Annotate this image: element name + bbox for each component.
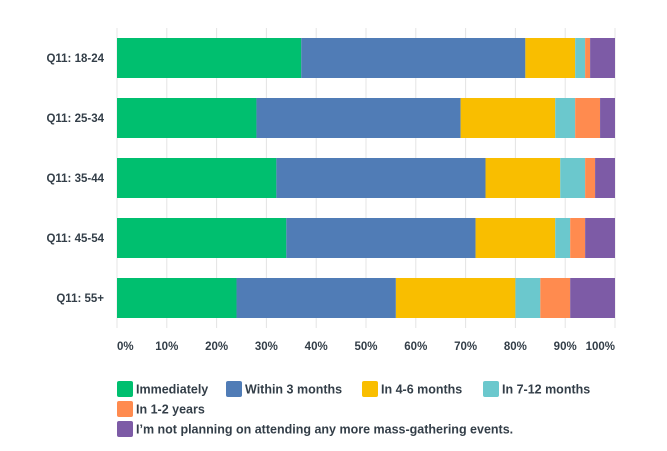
legend-swatch	[226, 381, 242, 397]
tick-label: 50%	[354, 341, 377, 353]
legend-swatch	[117, 421, 133, 437]
bar-segment	[117, 218, 287, 258]
bar-segment	[460, 98, 556, 138]
legend-label: Within 3 months	[245, 383, 342, 397]
tick-label: 60%	[404, 341, 427, 353]
legend-swatch	[483, 381, 499, 397]
bar-segment	[570, 278, 615, 318]
category-label: Q11: 55+	[56, 293, 104, 305]
legend-swatch	[362, 381, 378, 397]
bar-segment	[301, 38, 526, 78]
bar-segment	[585, 38, 591, 78]
category-label: Q11: 45-54	[46, 233, 104, 245]
category-label: Q11: 25-34	[46, 113, 104, 125]
bar-segment	[585, 218, 615, 258]
bar-segment	[117, 278, 237, 318]
legend-label: In 1-2 years	[136, 403, 205, 417]
category-labels: Q11: 18-24 Q11: 25-34 Q11: 35-44 Q11: 45-54…	[46, 53, 104, 305]
bar-segment	[236, 278, 396, 318]
bar-segment	[286, 218, 476, 258]
bar-segment	[575, 98, 601, 138]
x-axis-ticks: 0% 10% 20% 30% 40% 50% 60% 70% 80% 90% 100%	[117, 341, 615, 353]
bar-segment	[117, 158, 277, 198]
bar-segment	[117, 98, 257, 138]
bar-segment	[555, 218, 571, 258]
bar-segment	[117, 38, 302, 78]
legend-label: I’m not planning on attending any more m…	[136, 423, 513, 437]
tick-label: 70%	[454, 341, 477, 353]
bar-segment	[276, 158, 486, 198]
legend-label: Immediately	[136, 383, 208, 397]
tick-label: 40%	[305, 341, 328, 353]
bar-segment	[515, 278, 541, 318]
bar-segment	[540, 278, 571, 318]
bar-segment	[525, 38, 576, 78]
bar-segment	[395, 278, 516, 318]
bar-segment	[575, 38, 586, 78]
legend: Immediately Within 3 months In 4-6 months I…	[117, 381, 590, 437]
category-label: Q11: 18-24	[46, 53, 104, 65]
tick-label: 20%	[205, 341, 228, 353]
tick-label: 0%	[117, 341, 134, 353]
category-label: Q11: 35-44	[46, 173, 104, 185]
bar-segment	[595, 158, 615, 198]
tick-label: 80%	[504, 341, 527, 353]
bar-segment	[475, 218, 556, 258]
bar-segment	[590, 38, 615, 78]
legend-label: In 4-6 months	[381, 383, 462, 397]
legend-label: In 7-12 months	[502, 383, 590, 397]
bar-segment	[585, 158, 596, 198]
legend-swatch	[117, 401, 133, 417]
bar-segment	[485, 158, 561, 198]
tick-label: 10%	[155, 341, 178, 353]
tick-label: 100%	[586, 341, 615, 353]
bar-segment	[256, 98, 461, 138]
bar-segment	[555, 98, 576, 138]
legend-swatch	[117, 381, 133, 397]
bar-segment	[600, 98, 615, 138]
bar-segment	[560, 158, 586, 198]
tick-label: 90%	[554, 341, 577, 353]
tick-label: 30%	[255, 341, 278, 353]
bar-segment	[570, 218, 586, 258]
bars	[117, 38, 615, 318]
